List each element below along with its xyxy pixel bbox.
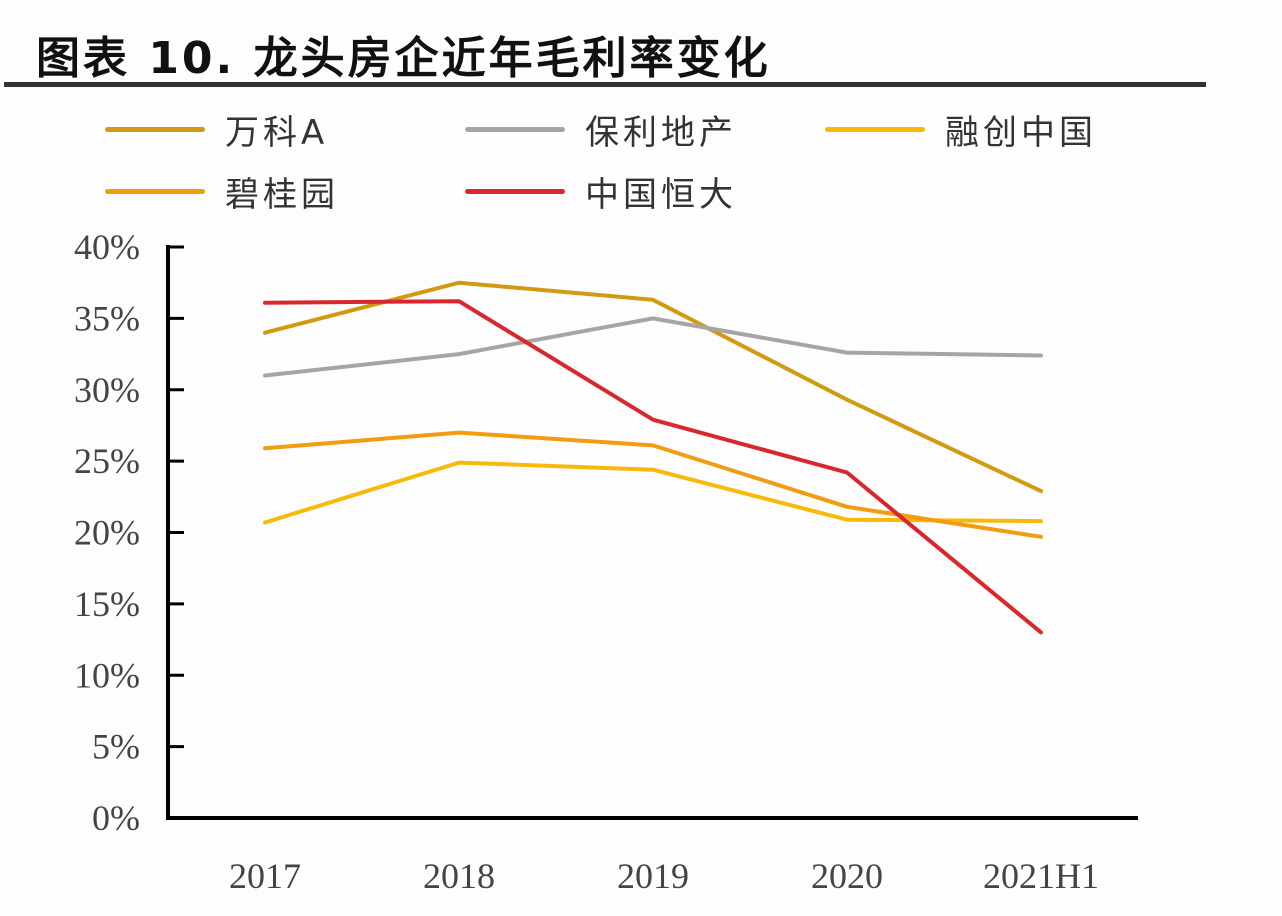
legend: 万科A 保利地产 融创中国 碧桂园 中国恒大 <box>0 0 1282 230</box>
chart-title: 图表 10. 龙头房企近年毛利率变化 <box>36 33 771 84</box>
series-line-0 <box>263 280 1043 494</box>
legend-swatch-evergrande <box>465 188 565 194</box>
x-tick-label: 2019 <box>617 856 689 896</box>
legend-item-country-garden: 碧桂园 <box>105 166 339 216</box>
legend-swatch-vanke <box>105 126 205 132</box>
legend-label-vanke: 万科A <box>225 112 329 153</box>
y-tick-label: 0% <box>92 798 140 838</box>
legend-swatch-sunac <box>825 126 925 132</box>
y-tick-label: 15% <box>74 584 140 624</box>
legend-swatch-poly <box>465 126 565 132</box>
legend-label-poly: 保利地产 <box>585 112 737 153</box>
x-tick-label: 2018 <box>423 856 495 896</box>
series-line-4 <box>263 299 1043 635</box>
legend-swatch-country-garden <box>105 188 205 194</box>
x-tick-label: 2020 <box>811 856 883 896</box>
y-tick-label: 35% <box>74 298 140 338</box>
y-tick-label: 25% <box>74 441 140 481</box>
legend-item-sunac: 融创中国 <box>825 104 1097 154</box>
y-tick-label: 10% <box>74 655 140 695</box>
legend-label-sunac: 融创中国 <box>945 112 1097 153</box>
legend-item-vanke: 万科A <box>105 104 328 154</box>
y-tick-label: 20% <box>74 513 140 553</box>
y-tick-label: 30% <box>74 370 140 410</box>
x-axis-labels: 2017 2018 2019 2020 2021H1 <box>229 856 1099 896</box>
legend-label-country-garden: 碧桂园 <box>225 174 339 215</box>
series-lines <box>263 280 1043 635</box>
legend-label-evergrande: 中国恒大 <box>585 174 737 215</box>
series-line-2 <box>263 460 1043 525</box>
x-tick-label: 2021H1 <box>983 856 1099 896</box>
title-divider <box>4 82 1206 87</box>
series-line-1 <box>263 316 1043 378</box>
y-axis-ticks: 0% 5% 10% 15% 20% 25% 30% 35% 40% <box>74 227 184 838</box>
legend-item-evergrande: 中国恒大 <box>465 166 737 216</box>
y-tick-label: 40% <box>74 227 140 267</box>
y-tick-label: 5% <box>92 727 140 767</box>
x-tick-label: 2017 <box>229 856 301 896</box>
legend-item-poly: 保利地产 <box>465 104 737 154</box>
